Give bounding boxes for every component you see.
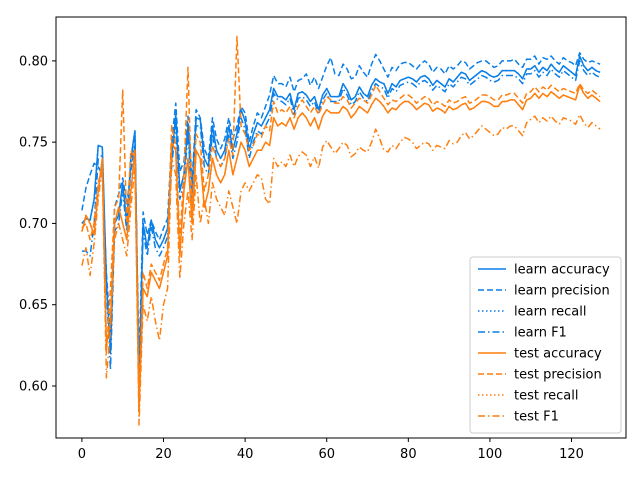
x-axis: 0 20 40 60 80 100 120: [78, 438, 584, 462]
series-line-learn-recall: [81, 55, 601, 387]
y-tick-label: 0.65: [19, 298, 48, 313]
x-tick-label: 80: [400, 447, 417, 462]
x-tick-label: 60: [318, 447, 335, 462]
y-tick-label: 0.70: [19, 217, 48, 232]
y-tick-label: 0.75: [19, 136, 48, 151]
legend-label-test-precision: test precision: [514, 368, 602, 383]
legend: learn accuracy learn precision learn recal…: [469, 256, 622, 434]
x-tick-label: 40: [237, 447, 254, 462]
legend-label-test-recall: test recall: [514, 389, 579, 404]
y-tick-label: 0.60: [19, 379, 48, 394]
series-lines: [81, 35, 601, 426]
series-line-test-f1: [81, 113, 601, 426]
x-tick-label: 120: [559, 447, 584, 462]
legend-label-learn-f1: learn F1: [514, 326, 567, 341]
y-axis: 0.60 0.65 0.70 0.75 0.80: [19, 54, 56, 394]
x-tick-label: 0: [78, 447, 86, 462]
legend-label-test-accuracy: test accuracy: [514, 347, 602, 362]
legend-label-learn-recall: learn recall: [514, 305, 586, 320]
legend-label-learn-accuracy: learn accuracy: [514, 263, 610, 278]
x-tick-label: 20: [155, 447, 172, 462]
legend-box: [469, 256, 622, 434]
legend-label-test-f1: test F1: [514, 410, 559, 425]
legend-label-learn-precision: learn precision: [514, 284, 610, 299]
plot-area-frame: [55, 16, 627, 439]
x-tick-label: 100: [478, 447, 503, 462]
y-tick-label: 0.80: [19, 54, 48, 69]
